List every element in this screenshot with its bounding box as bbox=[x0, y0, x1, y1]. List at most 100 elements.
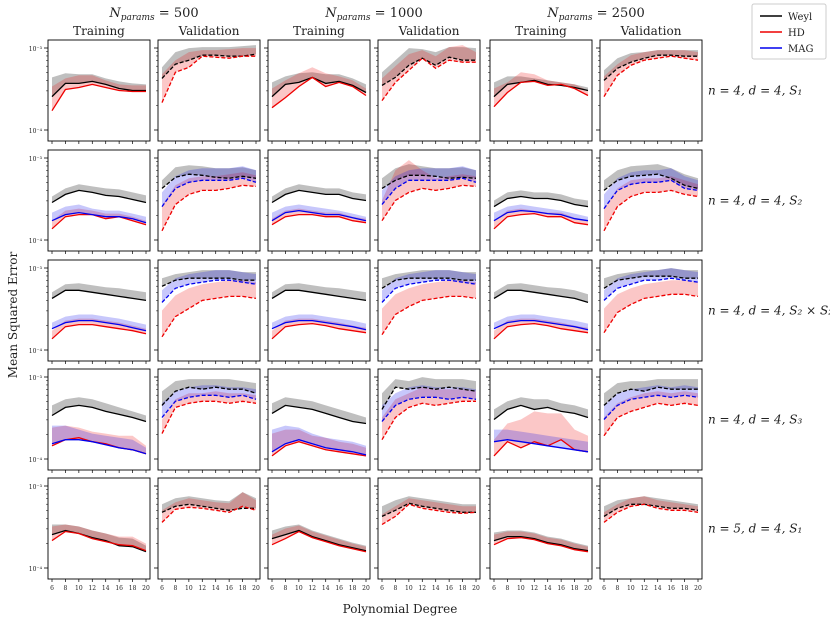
x-tick-label: 10 bbox=[75, 585, 83, 592]
x-tick-label: 12 bbox=[530, 585, 538, 592]
row-label: n = 5, d = 4, S₁ bbox=[708, 522, 802, 536]
band-weyl bbox=[382, 270, 476, 289]
band-hd bbox=[604, 280, 698, 333]
panel: 10⁻³ 10⁻⁴ bbox=[29, 39, 151, 144]
panel-frame bbox=[377, 39, 481, 142]
x-tick-label: 8 bbox=[616, 585, 620, 592]
band-mag bbox=[604, 168, 698, 209]
band-mag bbox=[52, 204, 146, 223]
series-line-hd bbox=[51, 213, 147, 230]
panel-frame bbox=[489, 149, 593, 252]
x-tick-label: 6 bbox=[270, 585, 274, 592]
band-weyl bbox=[382, 377, 476, 410]
series-line-mag bbox=[603, 179, 699, 209]
panel bbox=[374, 368, 481, 473]
band-mag bbox=[272, 204, 366, 221]
band-weyl bbox=[604, 268, 698, 289]
x-tick-label: 20 bbox=[584, 585, 592, 592]
panel bbox=[596, 368, 703, 473]
series-line-weyl bbox=[271, 404, 367, 425]
band-weyl bbox=[604, 496, 698, 517]
series-line-hd bbox=[271, 530, 367, 553]
series-line-hd bbox=[603, 55, 699, 97]
band-hd bbox=[494, 411, 588, 456]
column-group-header: Nparams = 2500 bbox=[546, 6, 645, 23]
band-hd bbox=[52, 425, 146, 454]
band-mag bbox=[52, 425, 146, 454]
series-line-hd bbox=[381, 400, 476, 441]
x-tick-label: 12 bbox=[198, 585, 206, 592]
panel bbox=[596, 39, 703, 144]
series-line-mag bbox=[493, 209, 589, 222]
panel-frame bbox=[489, 368, 593, 471]
series-line-mag bbox=[603, 277, 699, 301]
series-line-hd bbox=[51, 530, 147, 552]
panel-frame bbox=[47, 39, 151, 142]
panel: 6 8 10 12 14 16 18 20 bbox=[154, 477, 261, 592]
series-line-mag bbox=[161, 177, 257, 207]
series-line-hd bbox=[271, 322, 367, 340]
panel bbox=[154, 39, 261, 144]
panel-frame bbox=[489, 259, 593, 362]
x-tick-label: 6 bbox=[50, 585, 54, 592]
y-tick-label: 10⁻³ bbox=[29, 156, 43, 163]
panel bbox=[374, 39, 481, 144]
y-tick-label: 10⁻³ bbox=[29, 46, 43, 53]
x-tick-label: 10 bbox=[517, 585, 525, 592]
band-hd bbox=[52, 524, 146, 551]
panel: 10⁻³ 10⁻⁴ 6 8 10 12 14 16 18 20 bbox=[29, 477, 151, 592]
y-tick-label: 10⁻³ bbox=[29, 484, 43, 491]
x-tick-label: 12 bbox=[640, 585, 648, 592]
panel bbox=[374, 149, 481, 254]
band-hd bbox=[272, 208, 366, 225]
band-weyl bbox=[604, 50, 698, 81]
x-tick-label: 8 bbox=[506, 585, 510, 592]
x-tick-label: 20 bbox=[142, 585, 150, 592]
legend-entry: Weyl bbox=[788, 12, 812, 23]
row-label: n = 4, d = 4, S₃ bbox=[708, 413, 803, 427]
y-axis-label: Mean Squared Error bbox=[6, 252, 20, 379]
series-line-weyl bbox=[381, 277, 476, 289]
band-weyl bbox=[162, 165, 256, 189]
column-title: Training bbox=[515, 24, 567, 38]
series-line-hd bbox=[161, 295, 257, 338]
series-line-weyl bbox=[603, 503, 699, 517]
panel bbox=[154, 368, 261, 473]
series-line-hd bbox=[603, 402, 699, 437]
x-tick-label: 6 bbox=[602, 585, 606, 592]
band-hd bbox=[494, 72, 588, 107]
band-hd bbox=[162, 280, 256, 337]
panel-frame bbox=[599, 477, 703, 580]
panel-frame bbox=[47, 477, 151, 580]
series-line-weyl bbox=[493, 289, 589, 304]
column-title: Validation bbox=[398, 24, 460, 38]
x-tick-label: 6 bbox=[380, 585, 384, 592]
band-hd bbox=[162, 172, 256, 231]
panel-frame bbox=[267, 259, 371, 362]
band-hd bbox=[604, 176, 698, 231]
row-label: n = 4, d = 4, S₂ × S₂ bbox=[708, 304, 830, 318]
series-line-hd bbox=[381, 184, 477, 222]
panel bbox=[154, 259, 261, 364]
x-tick-label: 6 bbox=[160, 585, 164, 592]
x-tick-label: 18 bbox=[459, 585, 467, 592]
legend: Weyl HD MAG bbox=[751, 3, 827, 60]
panel-frame bbox=[47, 149, 151, 252]
band-weyl bbox=[382, 47, 476, 86]
y-tick-label: 10⁻⁴ bbox=[29, 348, 43, 355]
column-title: Validation bbox=[620, 24, 682, 38]
series-line-hd bbox=[493, 80, 589, 108]
series-line-weyl bbox=[381, 386, 477, 410]
panel: 6 8 10 12 14 16 18 20 bbox=[264, 477, 371, 592]
series-line-hd bbox=[493, 438, 589, 457]
series-line-hd bbox=[271, 76, 367, 109]
panel-frame bbox=[267, 477, 371, 580]
series-line-mag bbox=[381, 396, 477, 422]
series-line-weyl bbox=[603, 54, 698, 81]
x-axis-label: Polynomial Degree bbox=[343, 602, 458, 616]
band-weyl bbox=[162, 492, 256, 513]
band-weyl bbox=[52, 283, 146, 301]
x-tick-label: 20 bbox=[472, 585, 480, 592]
